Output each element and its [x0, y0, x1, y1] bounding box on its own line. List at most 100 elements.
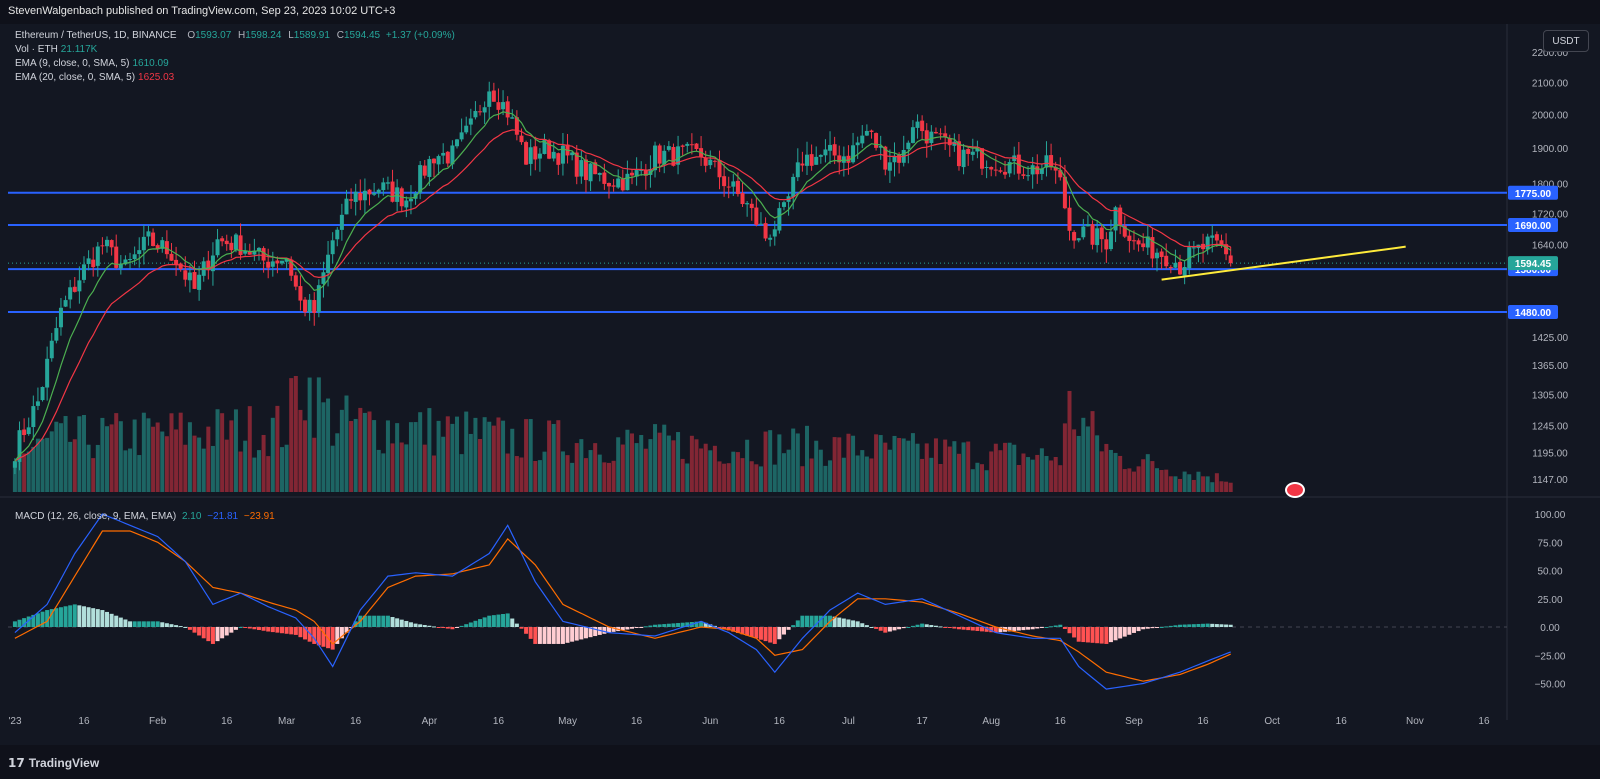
volume-bar — [805, 425, 810, 492]
volume-bar — [685, 463, 690, 492]
volume-bar — [224, 439, 229, 492]
volume-bar — [261, 434, 266, 492]
macd-hist-bar — [685, 622, 690, 627]
volume-bar — [155, 422, 160, 492]
volume-bar — [717, 461, 722, 492]
volume-bar — [367, 411, 372, 492]
candle-body — [1099, 227, 1104, 240]
macd-hist-bar — [1191, 624, 1196, 627]
macd-hist-bar — [1214, 624, 1219, 627]
macd-hist-bar — [312, 627, 317, 644]
trendline — [1161, 245, 1406, 281]
volume-bar — [1104, 443, 1109, 492]
candle-body — [183, 270, 188, 280]
candle-body — [574, 152, 579, 177]
macd-hist-bar — [524, 627, 529, 634]
macd-hist-bar — [123, 619, 128, 627]
candle-body — [151, 232, 156, 247]
candle-body — [1053, 167, 1058, 171]
macd-hist-bar — [1131, 627, 1136, 633]
macd-label[interactable]: MACD (12, 26, close, 9, EMA, EMA) — [15, 511, 177, 522]
macd-hist-bar — [91, 608, 96, 627]
macd-hist-bar — [344, 627, 349, 633]
macd-hist-bar — [763, 627, 768, 642]
macd-hist-bar — [749, 627, 754, 637]
volume-bar — [989, 451, 994, 492]
candle-body — [749, 203, 754, 209]
candle-body — [510, 117, 515, 119]
candle-body — [745, 203, 750, 205]
candle-body — [1085, 224, 1090, 227]
macd-hist-bar — [887, 627, 892, 632]
candle-body — [818, 154, 823, 157]
volume-bar — [496, 417, 501, 492]
candle-body — [680, 145, 685, 147]
volume-bar — [445, 416, 450, 492]
candle-body — [353, 191, 358, 202]
volume-bar — [289, 378, 294, 492]
candle-body — [989, 167, 994, 170]
volume-bar — [1141, 459, 1146, 492]
volume-bar — [547, 420, 552, 492]
currency-button[interactable]: USDT — [1543, 30, 1589, 52]
macd-hist-bar — [860, 623, 865, 627]
candle-body — [330, 240, 335, 255]
volume-bar — [151, 426, 156, 492]
volume-bar — [878, 435, 883, 492]
macd-hist-bar — [777, 627, 782, 640]
candle-body — [1104, 239, 1109, 250]
candle-body — [169, 253, 174, 261]
volume-bar — [588, 450, 593, 492]
candle-body — [220, 238, 225, 242]
candle-body — [731, 181, 736, 187]
macd-hist-bar — [26, 616, 31, 627]
macd-hist-bar — [1122, 627, 1127, 637]
candle-body — [100, 245, 105, 247]
volume-bar — [206, 426, 211, 492]
macd-hist-bar — [625, 627, 630, 630]
macd-hist-bar — [151, 621, 156, 627]
symbol-title[interactable]: Ethereum / TetherUS, 1D, BINANCE — [15, 30, 177, 41]
candle-body — [215, 239, 220, 256]
ema20-label[interactable]: EMA (20, close, 0, SMA, 5) — [15, 72, 136, 83]
candle-body — [602, 172, 607, 184]
macd-hist-bar — [105, 611, 110, 627]
chart-canvas[interactable]: 1147.00 1195.00 1245.00 1305.00 1365.00 1425.… — [0, 24, 1600, 745]
candle-body — [40, 387, 45, 401]
time-tick-label: Oct — [1264, 716, 1280, 727]
macd-hist-bar — [169, 624, 174, 627]
macd-axis: 100.00 75.00 50.00 25.00 0.00 −25.00 −50.00 — [1535, 510, 1566, 691]
macd-hist-bar — [1012, 627, 1017, 631]
candle-body — [740, 193, 745, 205]
candle-body — [381, 182, 386, 191]
volume-bar — [1007, 442, 1012, 492]
macd-hist-bar — [565, 627, 570, 643]
volume-label[interactable]: Vol · ETH — [15, 44, 58, 55]
volume-bar — [597, 454, 602, 492]
candle-body — [496, 102, 501, 110]
candle-body — [155, 245, 160, 250]
candle-body — [376, 189, 381, 194]
macd-hist-bar — [1228, 624, 1233, 627]
volume-bar — [892, 435, 897, 492]
volume-bar — [123, 450, 128, 492]
volume-bar — [754, 464, 759, 492]
ema9-label[interactable]: EMA (9, close, 0, SMA, 5) — [15, 58, 130, 69]
us-flag-icon[interactable] — [1285, 482, 1305, 498]
macd-hist-bar — [266, 627, 271, 632]
macd-hist-bar — [174, 625, 179, 627]
price-tick-label: 1365.00 — [1532, 361, 1569, 372]
candle-body — [666, 146, 671, 150]
macd-hist-bar — [100, 610, 105, 627]
volume-bar — [524, 419, 529, 492]
volume-bar — [100, 417, 105, 492]
volume-bar — [851, 435, 856, 492]
candle-body — [864, 130, 869, 136]
macd-hist-bar — [846, 619, 851, 627]
macd-tick-label: 75.00 — [1537, 538, 1562, 549]
volume-bar — [436, 420, 441, 492]
macd-hist-bar — [943, 627, 948, 628]
tradingview-logo[interactable]: 17 TradingView — [8, 756, 99, 770]
macd-hist-bar — [385, 615, 390, 627]
candle-body — [1159, 251, 1164, 257]
